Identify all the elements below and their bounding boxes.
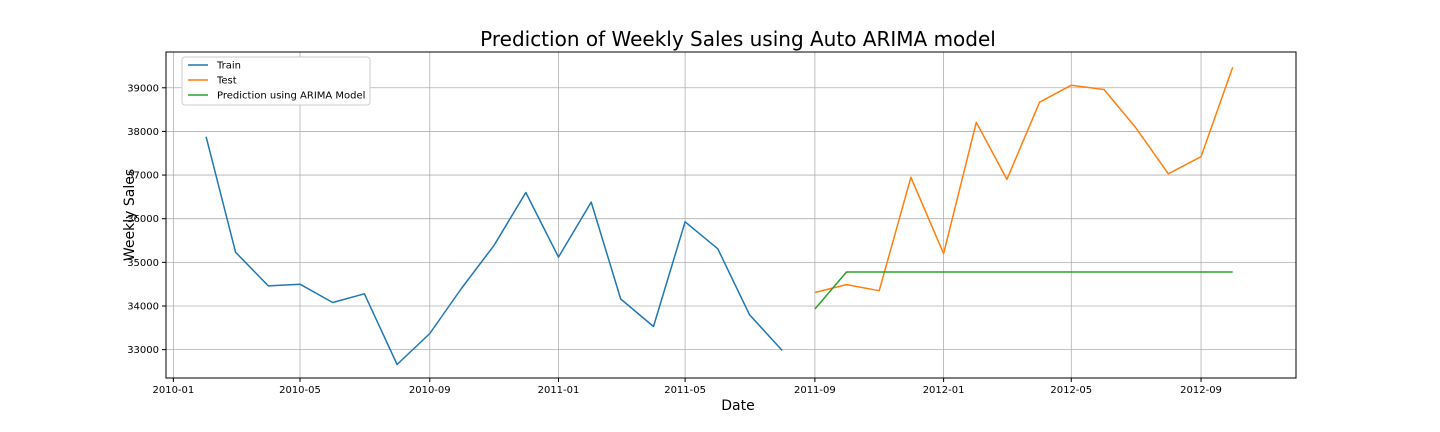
legend-label-2: Test	[216, 76, 237, 87]
series-line-2	[814, 67, 1234, 294]
x-tick-label: 2012-09	[1180, 385, 1222, 396]
x-tick-label: 2010-05	[279, 385, 321, 396]
y-tick-label: 34000	[127, 301, 159, 312]
x-tick-label: 2010-01	[152, 385, 194, 396]
x-tick-label: 2012-05	[1050, 385, 1092, 396]
series-lines	[205, 67, 1234, 366]
chart-title: Prediction of Weekly Sales using Auto AR…	[480, 27, 996, 51]
series-line-1	[205, 136, 783, 366]
x-tick-label: 2011-01	[538, 385, 580, 396]
grid-lines	[166, 52, 1296, 378]
legend-box	[181, 56, 371, 106]
x-tick-label: 2011-09	[794, 385, 836, 396]
plot-frame	[165, 51, 1297, 379]
y-tick-label: 37000	[127, 171, 159, 182]
legend-label-1: Train	[216, 61, 241, 72]
y-tick-label: 38000	[127, 127, 159, 138]
y-axis: 33000 34000 35000 36000 37000 38000 39000	[127, 83, 166, 356]
legend: Train Test Prediction using ARIMA Model	[181, 56, 371, 106]
series-line-3	[814, 271, 1233, 310]
x-tick-label: 2010-09	[409, 385, 451, 396]
x-tick-label: 2011-05	[664, 385, 706, 396]
y-tick-label: 35000	[127, 258, 159, 269]
y-tick-label: 39000	[127, 83, 159, 94]
x-axis-label: Date	[721, 398, 754, 414]
legend-label-3: Prediction using ARIMA Model	[217, 91, 365, 102]
y-tick-label: 33000	[127, 345, 159, 356]
y-axis-label: Weekly Sales	[122, 169, 138, 261]
x-axis: 2010-01 2010-05 2010-09 2011-01 2011-05 2011-…	[152, 378, 1222, 396]
y-tick-label: 36000	[127, 214, 159, 225]
x-tick-label: 2012-01	[923, 385, 965, 396]
